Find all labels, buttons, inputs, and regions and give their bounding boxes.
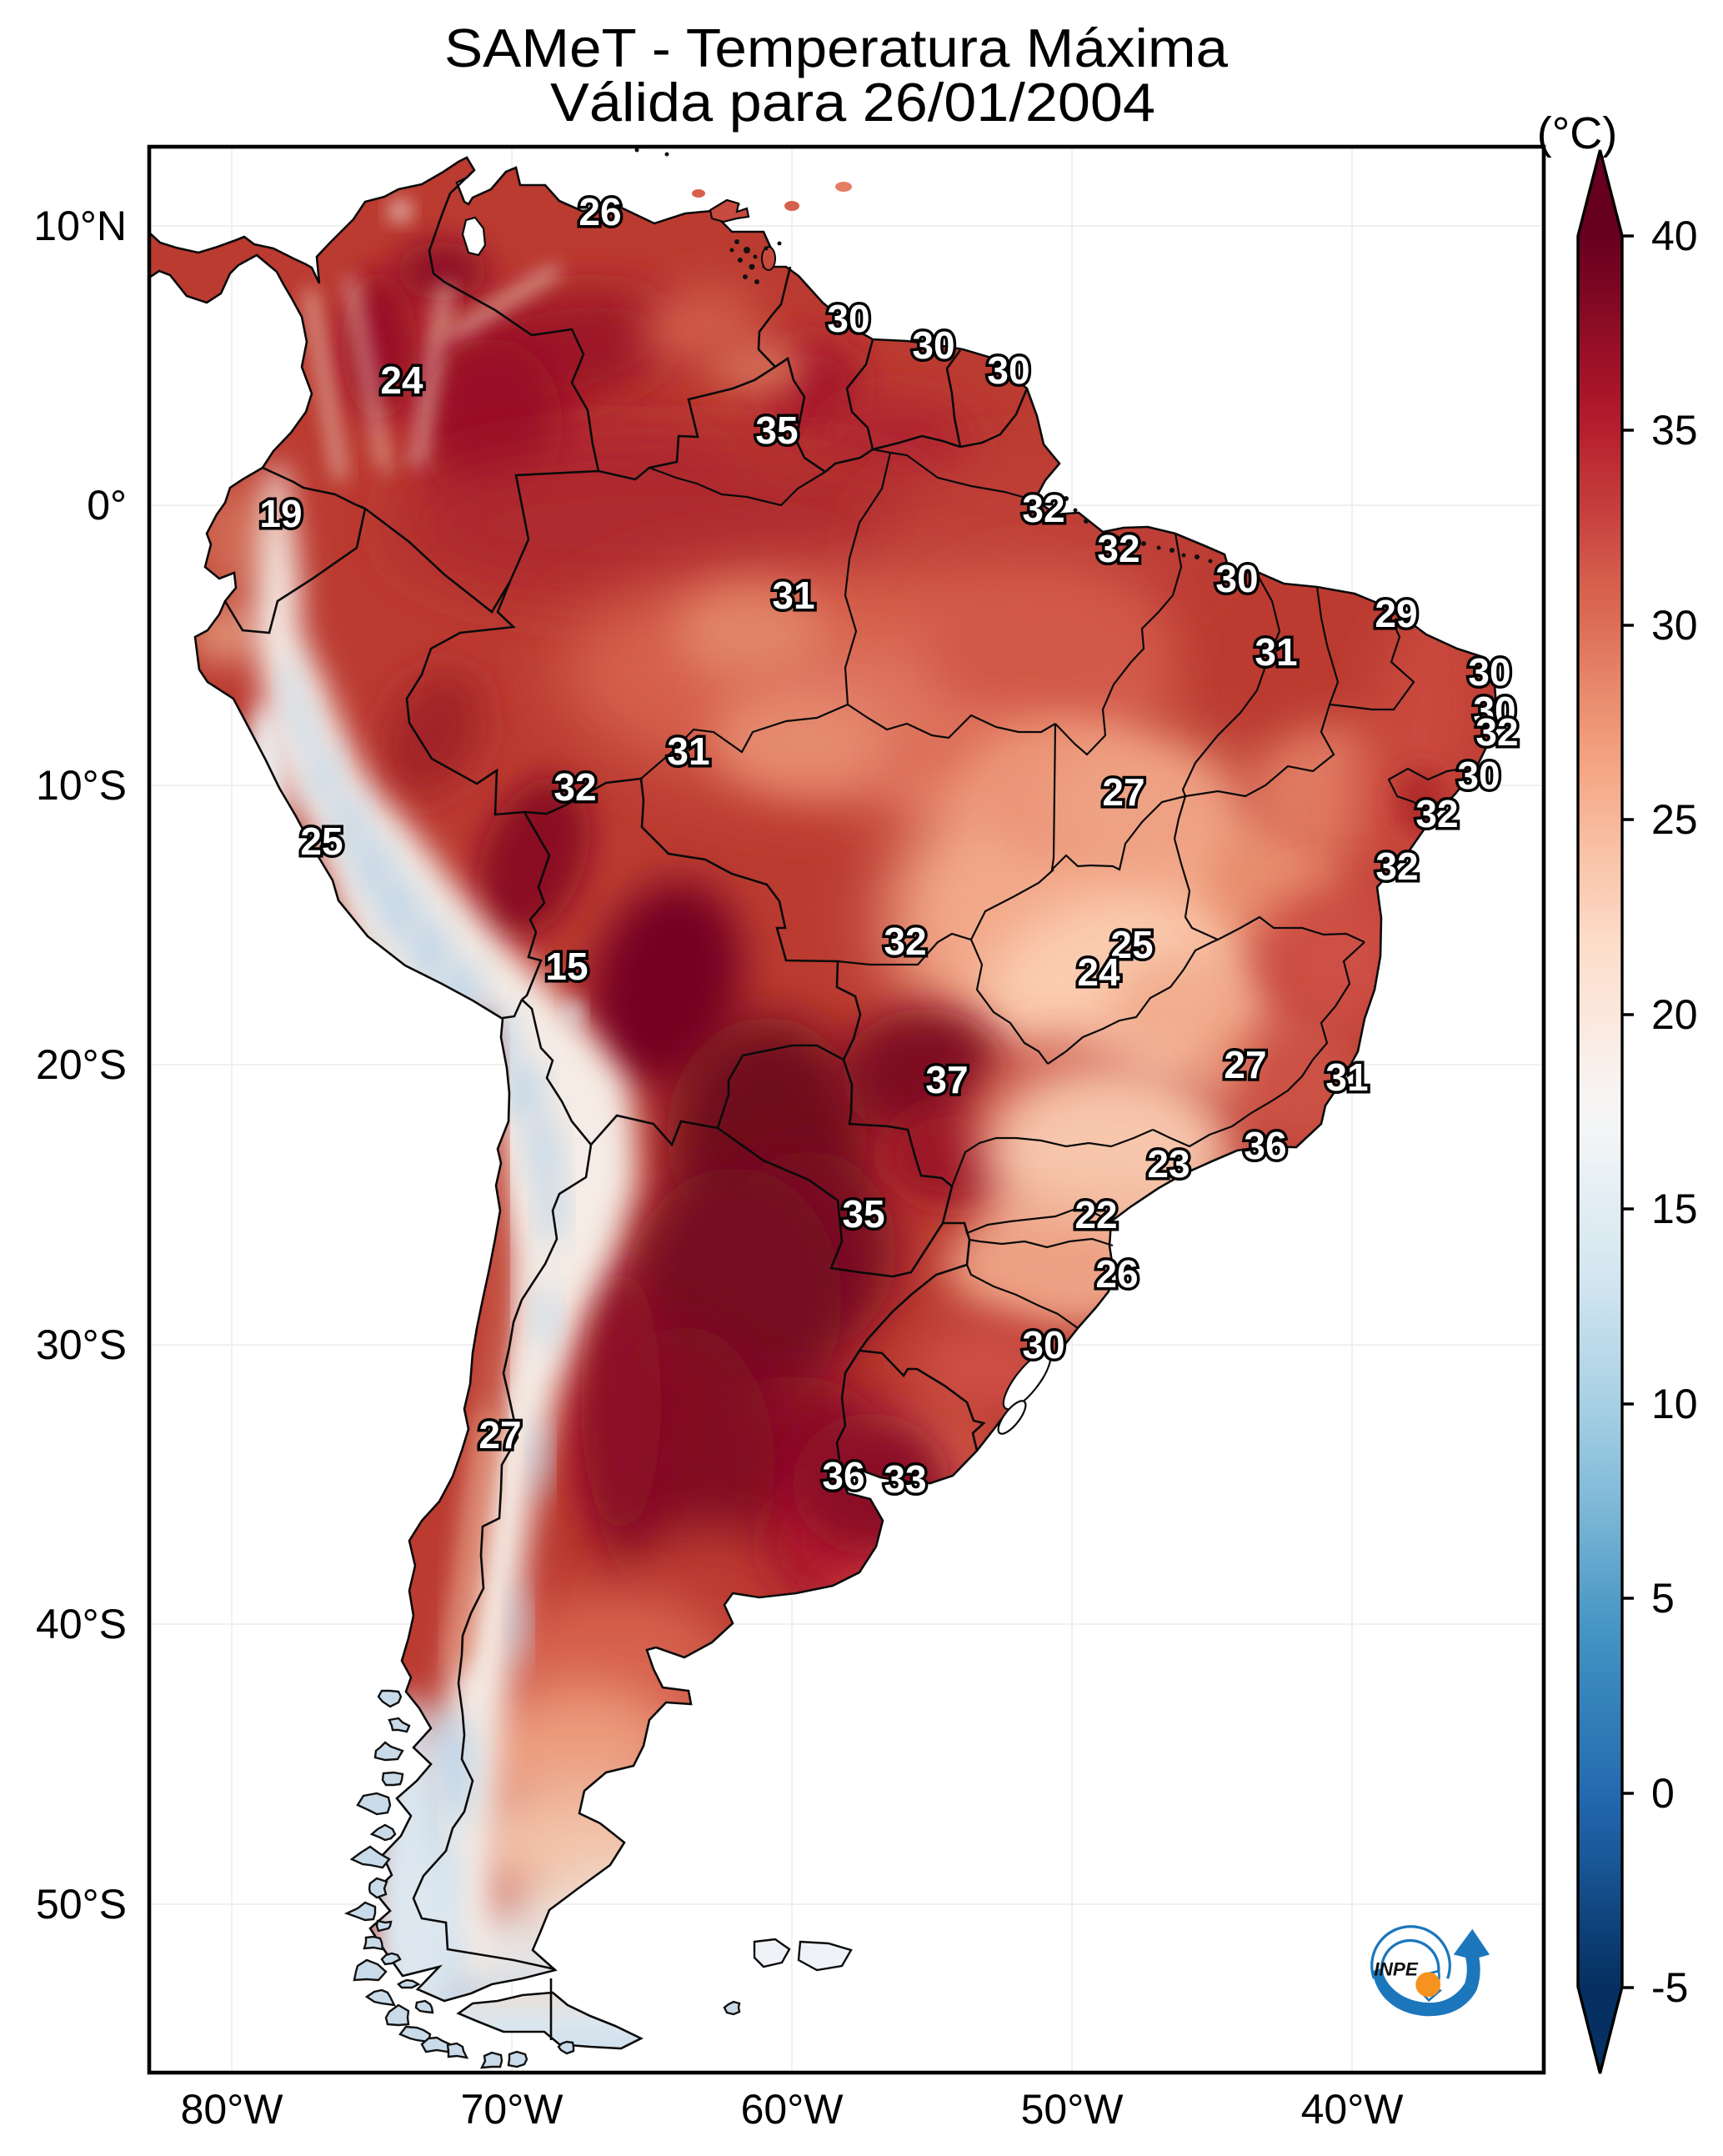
svg-text:80°W: 80°W	[181, 2086, 284, 2133]
svg-text:40: 40	[1651, 213, 1698, 259]
svg-text:SAMeT - Temperatura Máxima: SAMeT - Temperatura Máxima	[444, 18, 1229, 78]
svg-text:40°S: 40°S	[36, 1601, 127, 1647]
svg-text:30: 30	[1215, 557, 1258, 600]
svg-text:31: 31	[1255, 630, 1297, 674]
svg-text:0°: 0°	[87, 482, 127, 529]
svg-text:32: 32	[1375, 845, 1418, 888]
svg-text:5: 5	[1651, 1575, 1675, 1622]
svg-text:31: 31	[772, 574, 814, 617]
svg-text:30: 30	[1457, 754, 1500, 797]
svg-text:10°N: 10°N	[33, 203, 127, 249]
svg-text:30: 30	[1468, 650, 1510, 694]
svg-text:32: 32	[1415, 792, 1458, 835]
svg-text:19: 19	[259, 492, 302, 535]
svg-text:27: 27	[1102, 770, 1144, 814]
svg-text:23: 23	[1147, 1142, 1190, 1186]
svg-text:35: 35	[842, 1192, 884, 1236]
svg-text:70°W: 70°W	[461, 2086, 564, 2133]
svg-text:30°S: 30°S	[36, 1321, 127, 1368]
svg-text:35: 35	[755, 409, 798, 452]
svg-text:26: 26	[1095, 1252, 1138, 1296]
svg-text:30: 30	[987, 348, 1029, 392]
svg-text:29: 29	[1375, 592, 1417, 635]
svg-text:37: 37	[925, 1058, 968, 1101]
svg-text:30: 30	[1473, 689, 1515, 732]
svg-text:-5: -5	[1651, 1964, 1688, 2011]
svg-text:35: 35	[1651, 407, 1698, 454]
svg-text:25: 25	[1651, 796, 1698, 843]
svg-text:25: 25	[1110, 923, 1153, 966]
svg-text:26: 26	[579, 190, 621, 233]
svg-text:50°W: 50°W	[1021, 2086, 1124, 2133]
svg-text:0: 0	[1651, 1770, 1675, 1817]
svg-text:36: 36	[1244, 1124, 1286, 1167]
svg-text:15: 15	[1651, 1186, 1698, 1232]
svg-text:32: 32	[1475, 710, 1518, 754]
svg-text:30: 30	[1022, 1323, 1064, 1366]
svg-text:20°S: 20°S	[36, 1041, 127, 1088]
svg-text:36: 36	[822, 1454, 864, 1497]
svg-text:40°W: 40°W	[1301, 2086, 1405, 2133]
svg-text:50°S: 50°S	[36, 1881, 127, 1928]
svg-text:27: 27	[478, 1413, 521, 1457]
svg-text:27: 27	[1224, 1043, 1266, 1086]
svg-text:32: 32	[884, 920, 926, 963]
svg-text:10: 10	[1651, 1381, 1698, 1427]
svg-text:32: 32	[1022, 487, 1064, 530]
svg-text:INPE: INPE	[1374, 1959, 1419, 1980]
svg-text:30: 30	[1651, 602, 1698, 649]
svg-text:15: 15	[545, 945, 588, 988]
svg-text:31: 31	[1325, 1055, 1368, 1099]
svg-text:60°W: 60°W	[741, 2086, 844, 2133]
svg-text:20: 20	[1651, 991, 1698, 1038]
svg-text:32: 32	[553, 765, 596, 809]
svg-text:22: 22	[1074, 1193, 1117, 1236]
svg-text:10°S: 10°S	[36, 762, 127, 809]
svg-text:30: 30	[912, 323, 954, 367]
svg-text:Válida para 26/01/2004: Válida para 26/01/2004	[550, 72, 1155, 133]
svg-text:30: 30	[827, 297, 869, 340]
svg-text:24: 24	[380, 358, 423, 402]
svg-text:32: 32	[1097, 527, 1139, 570]
svg-text:(°C): (°C)	[1537, 108, 1618, 158]
svg-text:25: 25	[300, 820, 343, 863]
svg-text:24: 24	[1077, 950, 1120, 994]
svg-text:33: 33	[884, 1457, 926, 1501]
svg-text:31: 31	[667, 730, 709, 773]
